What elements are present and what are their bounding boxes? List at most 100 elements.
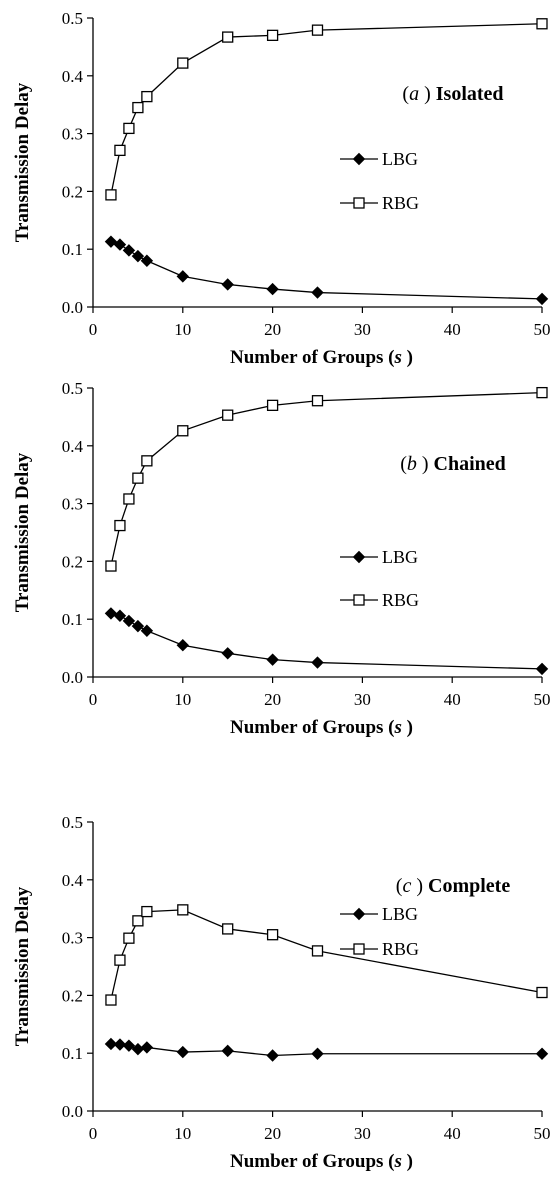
data-point-lbg [311,1047,324,1060]
x-tick-label: 30 [354,320,371,339]
data-point-lbg [113,1038,127,1051]
data-point-lbg [104,1037,118,1051]
data-point-rbg [114,954,126,966]
panel-annotation: (a ) Isolated [402,83,503,105]
y-tick-label: 0.3 [62,125,83,144]
legend-label-rbg: RBG [382,590,419,610]
y-tick-label: 0.5 [62,379,83,398]
y-tick-label: 0.4 [62,67,84,86]
legend: LBG RBG [340,547,419,610]
data-point-lbg [176,639,190,652]
x-tick-label: 50 [534,1124,551,1143]
data-point-rbg [222,923,234,935]
panel-annotation: (c ) Complete [396,875,511,897]
data-point-lbg [122,614,136,628]
data-point-rbg [123,122,135,135]
data-point-lbg [266,282,279,296]
data-point-rbg [132,915,144,927]
x-tick-label: 10 [174,1124,191,1143]
data-point-rbg [536,986,548,999]
series-lbg [104,1037,549,1062]
data-point-lbg [104,607,118,620]
y-tick-label: 0.1 [62,240,83,259]
data-point-rbg [311,395,324,407]
y-tick-label: 0.0 [62,1102,83,1121]
legend-marker-rbg [353,943,365,955]
legend: LBG RBG [340,904,419,959]
data-point-rbg [177,425,189,437]
data-point-lbg [535,662,549,676]
x-tick-label: 10 [174,320,191,339]
data-point-lbg [131,619,145,633]
chart-panel-b: 0.0 0.1 0.2 0.3 0.4 0.5 0 10 20 30 40 50 Number of G… [12,379,551,738]
y-tick-label: 0.0 [62,668,83,687]
y-tick-label: 0.5 [62,813,83,832]
x-tick-label: 0 [89,690,98,709]
series-line-rbg [110,391,543,567]
data-point-lbg [535,1047,549,1060]
data-point-rbg [311,24,324,36]
series-line-lbg [110,1043,542,1057]
series-line-lbg [110,241,543,300]
data-point-rbg [222,31,234,43]
data-point-rbg [114,519,126,532]
legend-label-rbg: RBG [382,193,419,213]
data-point-rbg [266,29,279,41]
data-point-lbg [535,292,549,306]
data-point-rbg [536,18,548,30]
legend-label-lbg: LBG [382,547,418,567]
data-point-rbg [105,560,117,572]
data-point-rbg [536,386,548,399]
series-rbg [105,904,548,1006]
y-tick-label: 0.4 [62,871,84,890]
y-tick-label: 0.2 [62,986,83,1005]
series-lbg [104,235,549,306]
legend-marker-lbg [352,152,366,166]
y-tick-label: 0.3 [62,495,83,514]
series-line-lbg [110,612,543,670]
data-point-rbg [222,409,234,421]
legend-marker-rbg [353,594,365,606]
data-point-lbg [113,609,127,622]
data-point-rbg [266,399,279,411]
data-point-rbg [141,455,153,467]
x-tick-label: 10 [174,690,191,709]
data-point-lbg [140,254,154,267]
y-tick-label: 0.5 [62,9,83,28]
chart-panel-a: 0.0 0.1 0.2 0.3 0.4 0.5 0 10 20 30 40 50 Number of G… [12,9,551,368]
series-lbg [104,607,549,676]
x-tick-label: 20 [264,1124,281,1143]
legend-label-lbg: LBG [382,149,418,169]
x-tick-label: 30 [354,690,371,709]
data-point-rbg [123,932,135,944]
data-point-lbg [266,653,279,666]
legend-label-rbg: RBG [382,939,419,959]
chart-panel-c: 0.0 0.1 0.2 0.3 0.4 0.5 0 10 20 30 40 50 Number of G… [12,813,551,1172]
legend-label-lbg: LBG [382,904,418,924]
data-point-rbg [177,57,189,69]
data-point-lbg [311,286,324,299]
x-tick-label: 40 [444,690,461,709]
data-point-rbg [105,189,117,201]
data-point-lbg [176,270,190,283]
data-point-lbg [221,647,234,660]
data-point-rbg [177,904,189,916]
data-point-lbg [176,1045,190,1059]
legend: LBG RBG [340,149,419,213]
y-tick-label: 0.2 [62,552,83,571]
legend-marker-lbg [352,550,366,564]
x-tick-label: 20 [264,320,281,339]
x-tick-label: 0 [89,320,98,339]
x-tick-label: 40 [444,1124,461,1143]
x-tick-label: 20 [264,690,281,709]
data-point-rbg [123,493,135,505]
y-tick-label: 0.1 [62,1044,83,1063]
data-point-rbg [114,144,126,157]
x-tick-label: 50 [534,690,551,709]
data-point-rbg [132,472,144,484]
data-point-rbg [141,905,153,918]
x-tick-label: 30 [354,1124,371,1143]
y-tick-label: 0.1 [62,610,83,629]
data-point-rbg [311,945,324,957]
